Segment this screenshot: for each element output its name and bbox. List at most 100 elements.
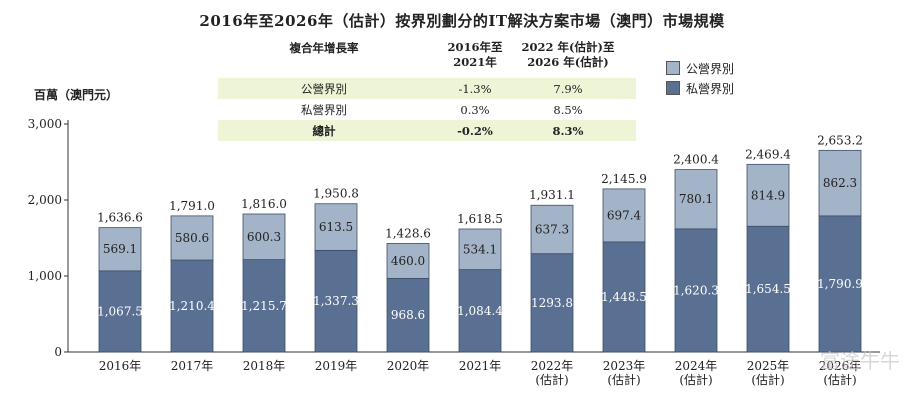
data-label-total: 1,618.5 [457, 212, 503, 226]
x-tick-label: 2024年(估計) [675, 359, 718, 387]
bar-private [674, 228, 718, 353]
cagr-row-label: 總計 [312, 123, 336, 138]
x-tick-label: 2018年 [243, 359, 286, 373]
cagr-header-period1: 2016年至 2021年 [430, 40, 520, 70]
x-tick-label: 2025年(估計) [747, 359, 790, 387]
bar-private [386, 277, 430, 353]
y-axis-unit-label: 百萬（澳門元） [34, 88, 119, 102]
data-label-private: 1,337.3 [313, 294, 359, 308]
data-label-private: 1,210.4 [169, 299, 215, 313]
data-label-total: 2,653.2 [817, 133, 863, 147]
cagr-header-period2: 2022 年(估計)至 2026 年(估計) [520, 40, 616, 70]
legend-label-public: 公營界別 [686, 61, 735, 76]
cagr-header-row: 複合年增長率 2016年至 2021年 2022 年(估計)至 2026 年(估計) [218, 40, 636, 78]
data-label-private: 1,620.3 [673, 283, 719, 297]
data-label-public: 580.6 [175, 231, 209, 245]
x-tick-label: 2021年 [459, 359, 502, 373]
x-tick-label: 2016年 [99, 359, 142, 373]
x-tick-label: 2023年(估計) [603, 359, 646, 387]
bar-private [818, 215, 862, 353]
data-label-total: 1,791.0 [169, 199, 215, 213]
bar-public [458, 228, 502, 270]
cagr-row-value-2016-2021: 0.3% [460, 102, 490, 117]
bar-public [386, 243, 430, 279]
cagr-row: 私營界別 0.3% 8.5% [218, 99, 636, 120]
x-tick-label: 2022年(估計) [531, 359, 574, 387]
data-label-public: 569.1 [103, 242, 137, 256]
data-label-total: 1,428.6 [385, 226, 431, 240]
data-label-private: 1,654.5 [745, 282, 791, 296]
data-label-total: 1,931.1 [529, 188, 575, 202]
legend-swatch-private [666, 81, 680, 95]
legend-swatch-public [666, 61, 680, 75]
data-label-total: 2,400.4 [673, 153, 719, 167]
data-label-private: 1293.8 [531, 296, 573, 310]
cagr-header-period2-line: 2026 年(估計) [527, 55, 609, 69]
cagr-table: 複合年增長率 2016年至 2021年 2022 年(估計)至 2026 年(估計)… [218, 40, 636, 141]
y-tick-label: 2,000 [28, 193, 62, 207]
cagr-row-value-2022-2026: 8.5% [553, 102, 583, 117]
bar-public [242, 213, 286, 261]
legend-label-private: 私營界別 [686, 81, 735, 96]
bar-private [602, 241, 646, 353]
bar-private [242, 259, 286, 353]
bar-private [746, 225, 790, 353]
data-label-private: 1,448.5 [601, 290, 647, 304]
y-tick-label: 0 [54, 345, 62, 359]
cagr-header-period2-line: 2022 年(估計)至 [521, 40, 615, 54]
y-tick-label: 3,000 [28, 117, 62, 131]
cagr-row: 總計 -0.2% 8.3% [218, 120, 636, 141]
bar-public [314, 203, 358, 251]
chart-legend: 公營界別 私營界別 [666, 58, 734, 98]
cagr-row-label: 公營界別 [301, 81, 347, 96]
legend-item-private: 私營界別 [666, 78, 734, 98]
data-label-public: 780.1 [679, 192, 713, 206]
cagr-header-period1-line: 2016年至 [447, 40, 503, 54]
cagr-row-value-2022-2026: 7.9% [553, 81, 583, 96]
data-label-private: 1,215.7 [241, 299, 287, 313]
bar-public [170, 215, 214, 261]
x-tick-label: 2019年 [315, 359, 358, 373]
x-tick-label: 2017年 [171, 359, 214, 373]
bar-private [530, 253, 574, 353]
x-tick-label: 2020年 [387, 359, 430, 373]
legend-item-public: 公營界別 [666, 58, 734, 78]
data-label-total: 1,950.8 [313, 187, 359, 201]
data-label-public: 637.3 [535, 222, 569, 236]
y-tick-label: 1,000 [28, 269, 62, 283]
data-label-public: 613.5 [319, 220, 353, 234]
cagr-row-value-2016-2021: -1.3% [458, 81, 492, 96]
data-label-total: 2,469.4 [745, 147, 791, 161]
bar-private [170, 259, 214, 353]
x-tick-label: 2026年(估計) [819, 359, 862, 387]
data-label-private: 1,790.9 [817, 277, 863, 291]
data-label-public: 814.9 [751, 188, 785, 202]
data-label-public: 862.3 [823, 176, 857, 190]
cagr-row-value-2016-2021: -0.2% [457, 123, 493, 138]
watermark-text: 富途牛牛 [820, 349, 900, 373]
cagr-row-value-2022-2026: 8.3% [552, 123, 584, 138]
data-label-total: 2,145.9 [601, 172, 647, 186]
data-label-public: 600.3 [247, 230, 281, 244]
bar-public [674, 169, 718, 230]
bar-public [746, 163, 790, 227]
data-label-total: 1,816.0 [241, 197, 287, 211]
data-label-private: 1,067.5 [97, 304, 143, 318]
cagr-row: 公營界別 -1.3% 7.9% [218, 78, 636, 99]
data-label-public: 534.1 [463, 242, 497, 256]
bar-private [98, 270, 142, 353]
data-label-public: 460.0 [391, 254, 425, 268]
data-label-private: 968.6 [391, 308, 425, 322]
cagr-row-label: 私營界別 [301, 102, 347, 117]
cagr-header-period1-line: 2021年 [453, 55, 497, 69]
bar-public [602, 188, 646, 243]
bar-private [314, 249, 358, 353]
data-label-private: 1,084.4 [457, 304, 503, 318]
bar-public [818, 149, 862, 217]
bar-private [458, 269, 502, 353]
bar-public [530, 204, 574, 255]
bar-public [98, 227, 142, 272]
data-label-public: 697.4 [607, 208, 642, 222]
chart-title: 2016年至2026年（估計）按界別劃分的IT解決方案市場（澳門）市場規模 [199, 12, 725, 30]
